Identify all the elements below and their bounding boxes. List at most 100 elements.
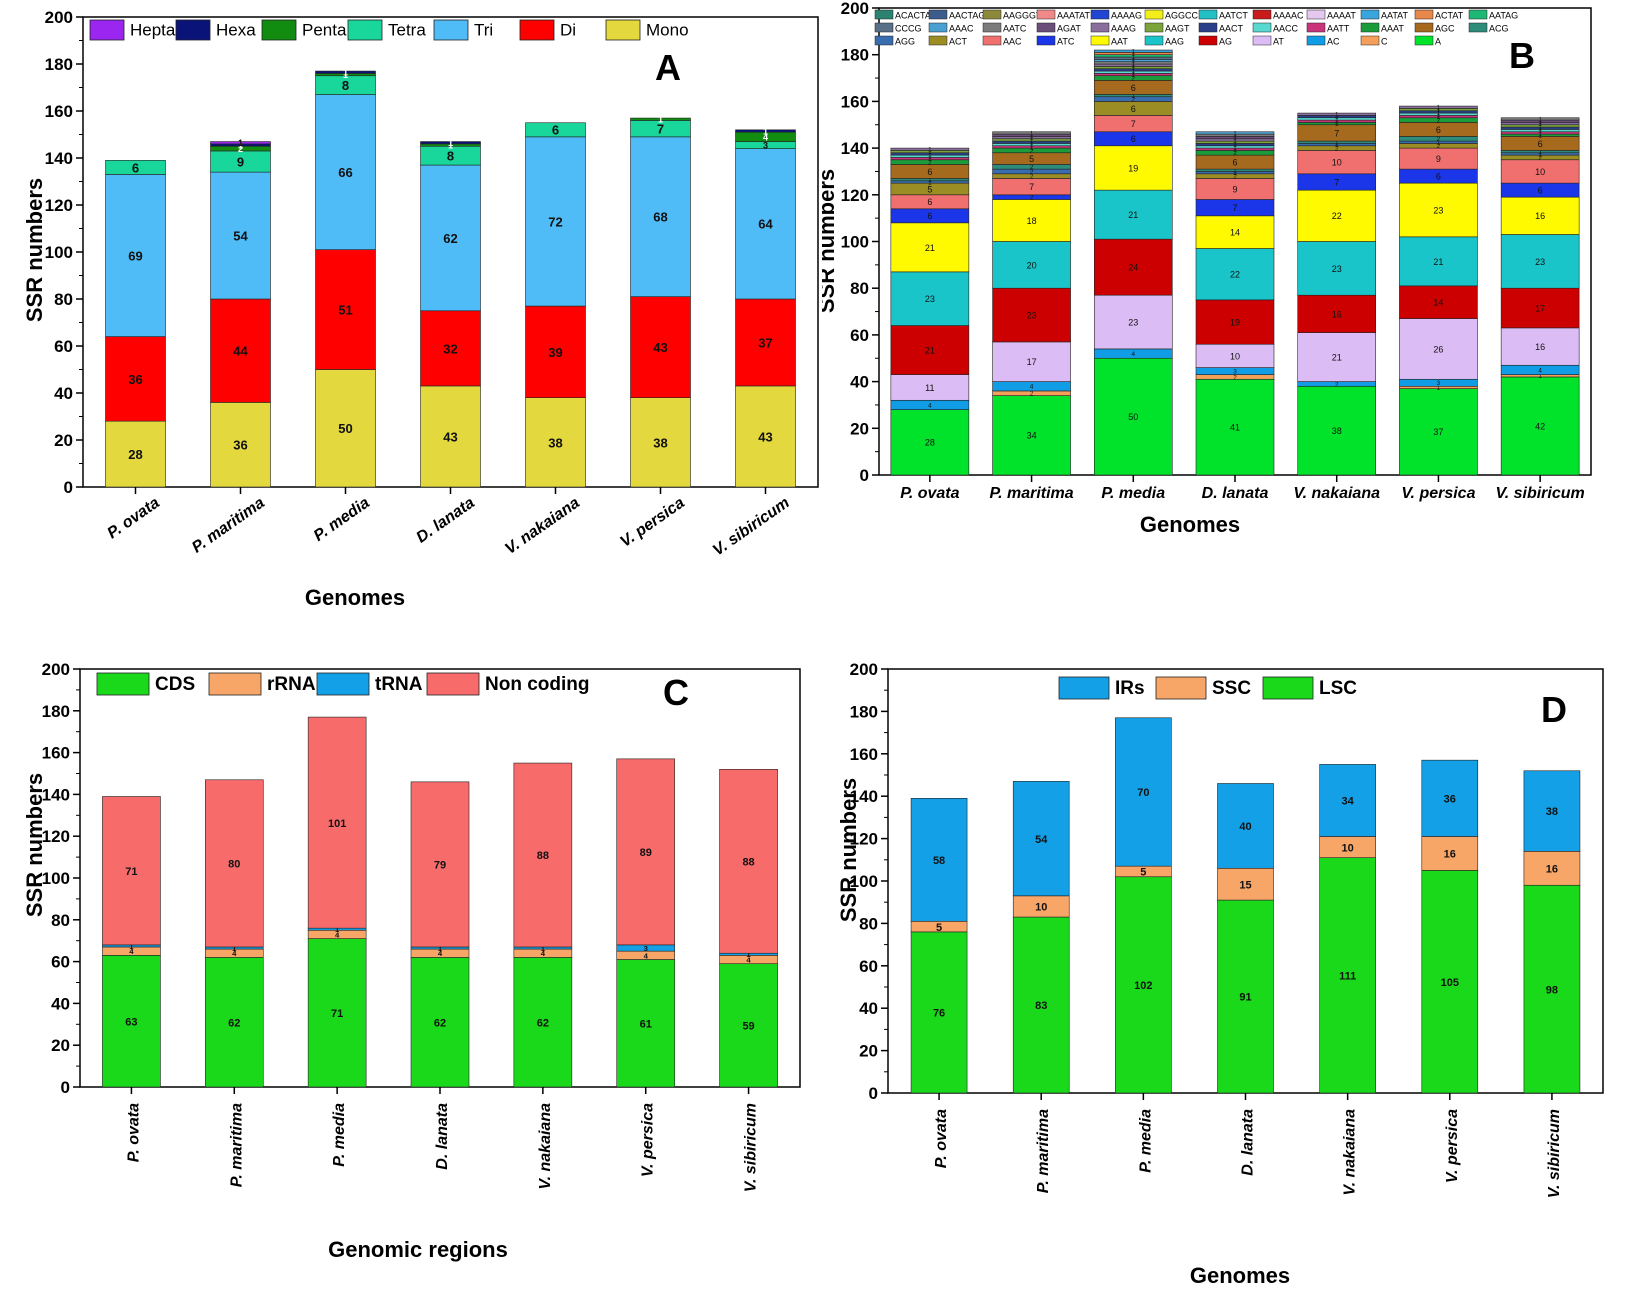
panel-b-legend-label-aacc: AACC: [1273, 24, 1299, 34]
panel-b-data-label-aatc-v-sibiricum: 1: [1538, 116, 1542, 123]
panel-c-y-tick-label: 0: [61, 1078, 70, 1097]
panel-b-bar-aag-v-persica: [1399, 236, 1478, 287]
panel-b-bar-aatc-p-maritima: [992, 131, 1071, 135]
panel-c-data-label-cds-v-persica: 61: [640, 1018, 652, 1030]
panel-b-legend-label-c: C: [1381, 37, 1388, 47]
panel-b-legend-swatch-aaaac: [1252, 9, 1272, 20]
panel-b-legend-label-ac: AC: [1327, 37, 1340, 47]
panel-d-category-label: P. media: [1137, 1109, 1154, 1173]
panel-a-data-label-tri-v-sibiricum: 64: [758, 217, 773, 232]
panel-b-data-label-aatt-p-ovata: 1: [928, 156, 932, 163]
panel-c-bar-non-coding-p-media: [307, 716, 367, 929]
panel-b-data-label-aacc-p-media: 1: [1132, 70, 1136, 77]
panel-c-legend-label-rrna: rRNA: [267, 674, 316, 695]
panel-b-legend-swatch-aact: [1198, 22, 1218, 33]
panel-b-data-label-ag-d-lanata: 19: [1230, 317, 1240, 327]
panel-d-data-label-lsc-p-ovata: 76: [933, 1008, 945, 1020]
panel-b-legend-swatch-aagggt: [982, 9, 1002, 20]
panel-b-data-label-aagt-v-sibiricum: 1: [1538, 123, 1542, 130]
panel-c-legend-swatch-trna: [316, 672, 370, 696]
panel-a-data-label-mono-v-sibiricum: 43: [758, 429, 772, 444]
panel-b-data-label-aatt-p-maritima: 1: [1030, 144, 1034, 151]
panel-a-y-tick-label: 0: [64, 478, 73, 497]
panel-a-y-tick-label: 40: [54, 384, 73, 403]
panel-b-data-label-ac-p-ovata: 4: [928, 402, 932, 409]
panel-a-data-label-mono-v-nakaiana: 38: [548, 435, 562, 450]
panel-b-data-label-agg-p-maritima: 2: [1030, 169, 1034, 176]
panel-b-data-label-aagt-v-persica: 1: [1437, 107, 1441, 114]
panel-a-bar-di-p-maritima: [210, 298, 271, 403]
panel-b-legend-label-act: ACT: [949, 37, 968, 47]
panel-b-data-label-at-p-maritima: 17: [1027, 357, 1037, 367]
panel-d-data-label-irs-p-media: 70: [1137, 787, 1149, 799]
panel-b-data-label-acg-p-media: 1: [1132, 93, 1136, 100]
panel-a-legend-label-hepta: Hepta: [130, 21, 176, 40]
panel-d-data-label-ssc-p-media: 5: [1140, 867, 1146, 879]
panel-b-legend-swatch-aatc: [982, 22, 1002, 33]
panel-b-data-label-aac-v-sibiricum: 10: [1535, 167, 1545, 177]
panel-d-data-label-lsc-v-sibiricum: 98: [1546, 984, 1558, 996]
panel-c-data-label-trna-v-persica: 3: [644, 944, 648, 953]
panel-c-data-label-trna-p-ovata: 1: [129, 942, 134, 951]
panel-b-legend-label-acg: ACG: [1489, 24, 1509, 34]
panel-c-category-label: P. ovata: [125, 1103, 142, 1162]
panel-a-bar-tri-v-sibiricum: [735, 148, 796, 300]
panel-b-data-label-atc-d-lanata: 7: [1232, 203, 1237, 213]
panel-b-legend-label-agg: AGG: [895, 37, 915, 47]
panel-b-data-label-agc-v-persica: 6: [1436, 125, 1441, 135]
panel-c-y-tick-label: 80: [51, 911, 70, 930]
panel-a-y-axis-title: SSR numbers: [22, 178, 47, 322]
panel-b-data-label-aaat-p-media: 2: [1132, 75, 1136, 82]
panel-b-y-tick-label: 20: [850, 419, 869, 438]
panel-b-legend-label-aggcc: AGGCC: [1165, 11, 1199, 21]
panel-c-data-label-rrna-p-media: 4: [335, 930, 340, 939]
panel-d-data-label-ssc-v-sibiricum: 16: [1546, 863, 1558, 875]
panel-d-y-tick-label: 0: [869, 1084, 878, 1103]
panel-b-legend-label-aatag: AATAG: [1489, 11, 1518, 21]
panel-a-data-label-mono-d-lanata: 43: [443, 429, 457, 444]
panel-a-legend-label-tri: Tri: [474, 21, 493, 40]
panel-b-legend-swatch-aaatat: [1036, 9, 1056, 20]
panel-b-data-label-ac-v-nakaiana: 2: [1335, 381, 1339, 388]
panel-b-legend-label-aagt: AAGT: [1165, 24, 1190, 34]
panel-c-data-label-non-coding-v-persica: 89: [640, 847, 652, 859]
panel-a-data-label-tetra-d-lanata: 8: [447, 149, 454, 164]
panel-d-data-label-ssc-p-maritima: 10: [1035, 902, 1047, 914]
panel-b-y-tick-label: 120: [841, 186, 869, 205]
panel-b-data-label-aaag-v-persica: 1: [1437, 105, 1441, 112]
panel-a-x-axis-title: Genomes: [305, 585, 405, 610]
panel-b-legend-label-agc: AGC: [1435, 24, 1455, 34]
panel-b-data-label-cccg-p-media: 1: [1132, 56, 1136, 63]
panel-b-y-tick-label: 0: [860, 466, 869, 485]
panel-b-data-label-aact-p-maritima: 1: [1030, 140, 1034, 147]
panel-a-data-label-tetra-v-sibiricum: 3: [763, 141, 768, 151]
panel-b-legend-swatch-aaac: [928, 22, 948, 33]
panel-b-data-label-ac-v-persica: 3: [1437, 380, 1441, 387]
panel-c-y-tick-label: 100: [42, 869, 70, 888]
panel-a-bar-tri-p-maritima: [210, 171, 271, 300]
panel-b-data-label-aagt-p-media: 1: [1132, 65, 1136, 72]
panel-a-data-label-tri-p-maritima: 54: [233, 228, 248, 243]
panel-c-data-label-cds-d-lanata: 62: [434, 1017, 446, 1029]
panel-b-data-label-aaat-v-persica: 2: [1437, 117, 1441, 124]
panel-b-legend-label-aatat: AATAT: [1381, 11, 1409, 21]
panel-b-data-label-aac-p-ovata: 6: [927, 197, 932, 207]
panel-b-data-label-agg-v-sibiricum: 1: [1538, 151, 1542, 158]
panel-d-y-tick-label: 60: [859, 957, 878, 976]
panel-d-bar-lsc-v-sibiricum: [1523, 884, 1581, 1094]
panel-b-category-label: V. nakaiana: [1293, 485, 1380, 502]
panel-b-data-label-aag-p-ovata: 23: [925, 294, 935, 304]
panel-b-data-label-aaat-d-lanata: 2: [1233, 150, 1237, 157]
panel-b-legend-label-aact: AACT: [1219, 24, 1244, 34]
panel-b-y-tick-label: 100: [841, 233, 869, 252]
panel-c-data-label-rrna-v-nakaiana: 4: [541, 949, 546, 958]
panel-c-bar-non-coding-d-lanata: [410, 781, 470, 948]
panel-d-bar-irs-v-sibiricum: [1523, 770, 1581, 852]
panel-a-data-label-penta-p-maritima: 2: [238, 144, 243, 154]
panel-b-bar-aaag-v-persica: [1399, 105, 1478, 109]
panel-b-panel-letter: B: [1509, 35, 1535, 76]
panel-b-data-label-aat-p-media: 19: [1128, 163, 1138, 173]
panel-b-data-label-aaag-p-maritima: 1: [1030, 135, 1034, 142]
panel-a-y-tick-label: 120: [45, 196, 73, 215]
panel-b-data-label-acg-v-sibiricum: 1: [1538, 149, 1542, 156]
